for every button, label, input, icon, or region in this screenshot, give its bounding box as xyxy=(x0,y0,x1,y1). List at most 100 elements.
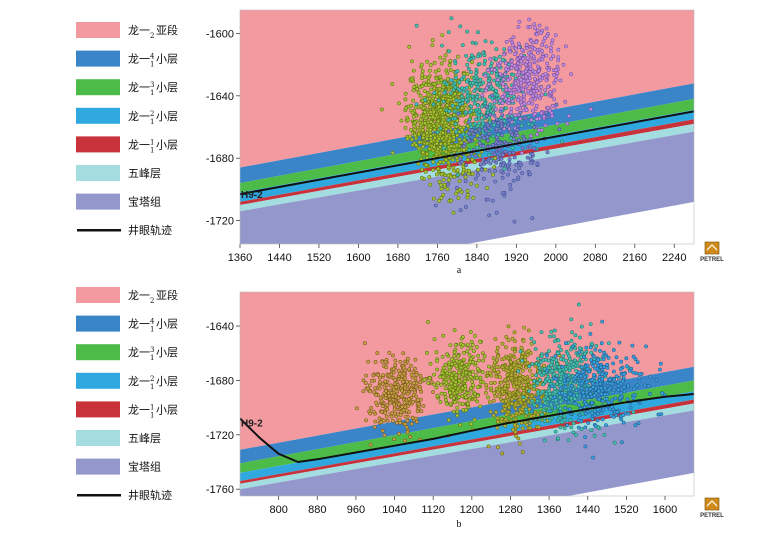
event-point xyxy=(520,48,524,52)
event-point xyxy=(577,370,582,375)
event-point xyxy=(455,168,460,172)
event-point xyxy=(487,213,492,218)
event-point xyxy=(499,119,504,124)
event-point xyxy=(464,362,469,367)
event-point xyxy=(483,39,488,44)
event-point xyxy=(502,356,507,361)
event-point xyxy=(532,146,537,151)
event-point xyxy=(432,337,437,342)
event-point xyxy=(404,379,409,384)
event-point xyxy=(543,88,548,93)
event-point xyxy=(425,141,429,146)
event-point xyxy=(384,388,389,393)
event-point xyxy=(568,392,573,396)
event-point xyxy=(464,163,468,168)
event-point xyxy=(457,80,462,85)
event-point xyxy=(374,393,379,397)
event-point xyxy=(361,389,366,394)
event-point xyxy=(455,54,460,59)
event-point xyxy=(509,376,514,380)
event-point xyxy=(596,411,601,416)
event-point xyxy=(433,69,438,74)
event-point xyxy=(594,343,599,348)
event-point xyxy=(530,101,535,106)
event-point xyxy=(512,362,517,367)
event-point xyxy=(524,42,529,47)
event-point xyxy=(493,337,498,341)
event-point xyxy=(463,384,468,389)
event-point xyxy=(552,365,557,370)
event-point xyxy=(471,81,476,85)
event-point xyxy=(432,145,437,150)
event-point xyxy=(590,341,594,346)
event-point xyxy=(481,121,486,126)
event-point xyxy=(435,393,440,398)
event-point xyxy=(442,58,447,62)
event-point xyxy=(461,170,465,175)
event-point xyxy=(396,368,401,373)
event-point xyxy=(472,160,477,165)
event-point xyxy=(484,386,489,391)
event-point xyxy=(631,396,636,401)
event-point xyxy=(440,33,445,38)
event-point xyxy=(601,354,606,359)
x-tick-label: 1200 xyxy=(460,504,484,516)
event-point xyxy=(569,72,574,77)
event-point xyxy=(458,88,462,93)
event-point xyxy=(452,112,457,117)
event-point xyxy=(633,423,638,428)
legend-item: 龙一3 1 小层 xyxy=(76,79,178,97)
event-point xyxy=(527,389,531,394)
x-tick-label: 2160 xyxy=(623,252,647,264)
event-point xyxy=(472,101,477,106)
event-point xyxy=(480,370,485,375)
event-point xyxy=(525,386,529,391)
event-point xyxy=(492,380,497,385)
event-point xyxy=(538,377,542,382)
event-point xyxy=(393,377,398,382)
event-point xyxy=(516,61,520,66)
event-point xyxy=(431,160,436,164)
event-point xyxy=(567,407,572,412)
event-point xyxy=(435,94,440,99)
event-point xyxy=(455,105,460,110)
event-point xyxy=(499,133,504,138)
event-point xyxy=(392,407,397,412)
event-point xyxy=(494,117,499,122)
event-point xyxy=(414,372,419,377)
event-point xyxy=(532,58,537,63)
event-point xyxy=(464,85,469,90)
event-point xyxy=(401,371,406,376)
event-point xyxy=(569,383,574,388)
event-point xyxy=(436,162,441,167)
event-point xyxy=(488,112,492,117)
event-point xyxy=(438,74,443,79)
event-cluster-1 xyxy=(422,320,494,438)
event-point xyxy=(431,390,435,394)
event-point xyxy=(632,393,637,397)
event-point xyxy=(622,372,626,376)
event-point xyxy=(569,425,574,430)
event-point xyxy=(545,377,550,382)
event-point xyxy=(533,76,537,81)
subplot-label: b xyxy=(457,519,462,530)
event-point xyxy=(474,345,479,349)
event-point xyxy=(648,374,653,379)
event-point xyxy=(527,51,532,56)
event-point xyxy=(520,171,525,176)
event-point xyxy=(554,401,559,406)
event-point xyxy=(553,377,558,381)
well-label: H9-2 xyxy=(241,190,263,201)
event-point xyxy=(463,366,468,371)
event-point xyxy=(631,410,636,415)
event-point xyxy=(517,363,522,368)
event-point xyxy=(491,134,496,139)
event-point xyxy=(475,124,480,128)
event-point xyxy=(462,350,466,355)
event-point xyxy=(590,377,595,382)
event-point xyxy=(515,107,520,112)
event-point xyxy=(521,385,526,390)
x-tick-label: 1600 xyxy=(653,504,677,516)
event-point xyxy=(373,419,378,424)
x-tick-label: 1440 xyxy=(267,252,291,264)
